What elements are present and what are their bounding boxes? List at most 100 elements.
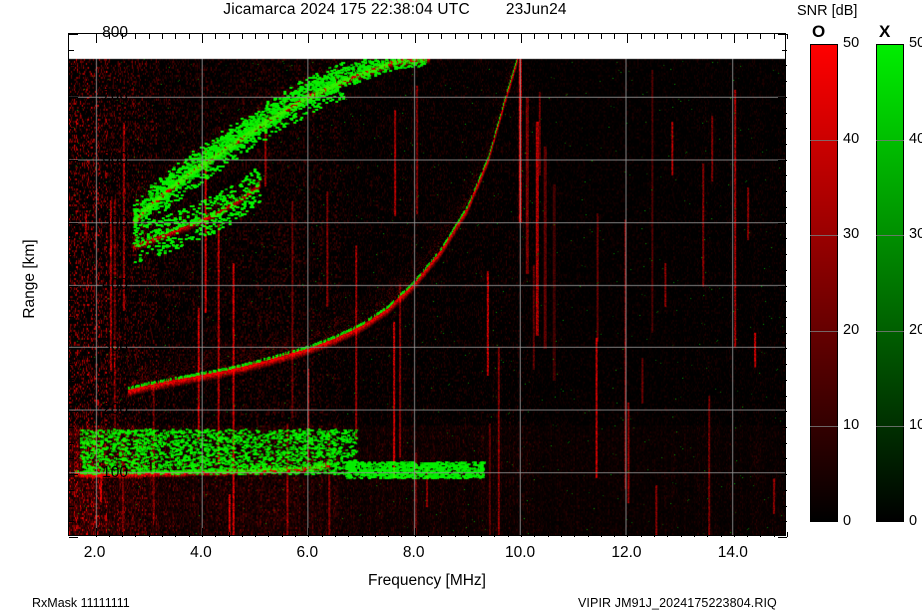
colorbar-tick-mark xyxy=(876,330,904,332)
x-tick-bottom xyxy=(521,528,523,537)
x-tick-bottom xyxy=(534,532,536,537)
x-tick-bottom xyxy=(787,532,788,537)
y-tick-right xyxy=(782,191,787,193)
y-tick-right xyxy=(782,521,787,523)
plot-title: Jicamarca 2024 175 22:38:04 UTC 23Jun24 xyxy=(0,1,790,23)
colorbar-tick-label: 40 xyxy=(909,130,922,147)
x-tick-top xyxy=(135,34,137,39)
colorbar-tick-label: 50 xyxy=(909,35,922,51)
y-tick-left xyxy=(69,34,78,35)
colorbar-tick-label: 0 xyxy=(843,513,852,529)
y-tick-left xyxy=(69,191,74,193)
x-tick-bottom xyxy=(547,532,549,537)
colorbar-tick-label: 40 xyxy=(843,130,860,147)
x-tick-bottom xyxy=(454,532,456,537)
y-tick-left xyxy=(69,144,74,146)
x-tick-bottom xyxy=(268,532,270,537)
x-tick-top xyxy=(308,34,310,43)
y-tick-right xyxy=(782,65,787,67)
x-tick-label: 8.0 xyxy=(402,544,425,561)
colorbar-tick-mark xyxy=(810,139,838,141)
y-tick-left xyxy=(69,537,78,538)
colorbar-x-letter: X xyxy=(879,22,891,41)
x-tick-top xyxy=(481,34,483,39)
x-tick-bottom xyxy=(295,532,297,537)
x-tick-top xyxy=(560,34,562,39)
x-tick-bottom xyxy=(507,532,509,537)
y-tick-left xyxy=(69,316,74,318)
y-tick-left xyxy=(69,96,78,98)
x-tick-label: 10.0 xyxy=(504,544,536,561)
y-tick-right xyxy=(782,254,787,256)
y-tick-label: 400 xyxy=(102,275,128,293)
x-tick-bottom xyxy=(733,528,735,537)
y-tick-left xyxy=(69,474,78,476)
y-tick-label: 600 xyxy=(102,149,128,167)
colorbar-tick-label: 20 xyxy=(909,321,922,338)
ionogram-plot-area[interactable] xyxy=(68,33,788,538)
x-tick-top xyxy=(428,34,429,39)
y-tick-left xyxy=(69,458,74,460)
colorbar-tick-label: 0 xyxy=(909,513,918,529)
x-tick-bottom xyxy=(747,532,749,537)
x-tick-top xyxy=(494,34,496,39)
y-tick-right xyxy=(782,144,787,146)
x-tick-top xyxy=(228,34,230,39)
x-tick-bottom xyxy=(308,528,310,537)
title-date-short: 23Jun24 xyxy=(505,1,567,18)
y-tick-right xyxy=(778,474,787,476)
x-tick-top xyxy=(388,34,390,39)
y-axis-title: Range [km] xyxy=(21,239,38,319)
x-tick-label: 2.0 xyxy=(83,544,106,561)
x-tick-top xyxy=(215,34,217,39)
y-tick-left xyxy=(69,426,74,428)
x-tick-top xyxy=(201,34,203,43)
x-tick-top xyxy=(374,34,376,39)
colorbar-tick-label: 30 xyxy=(909,226,922,243)
y-tick-label: 100 xyxy=(102,464,128,482)
file-id-label: VIPIR JM91J_2024175223804.RIQ xyxy=(578,596,777,610)
x-tick-bottom xyxy=(334,532,336,537)
y-tick-left xyxy=(69,65,74,67)
x-tick-top xyxy=(747,34,749,39)
x-tick-top xyxy=(441,34,443,39)
y-tick-left xyxy=(69,442,74,444)
colorbar-o-letter: O xyxy=(812,22,826,41)
y-tick-right xyxy=(782,128,787,130)
colorbar-o-gradient[interactable] xyxy=(810,44,838,522)
y-tick-left xyxy=(69,395,74,397)
x-tick-bottom xyxy=(321,532,323,537)
y-tick-right xyxy=(782,316,787,318)
x-tick-bottom xyxy=(401,532,403,537)
x-tick-bottom xyxy=(654,532,656,537)
x-tick-top xyxy=(334,34,336,39)
colorbar-x-gradient[interactable] xyxy=(876,44,904,522)
y-tick-left xyxy=(69,505,74,507)
x-tick-bottom xyxy=(201,528,203,537)
x-tick-top xyxy=(693,34,695,39)
x-tick-top xyxy=(707,34,709,39)
x-tick-bottom xyxy=(255,532,257,537)
x-tick-top xyxy=(268,34,270,39)
x-tick-top xyxy=(760,34,762,39)
x-tick-top xyxy=(401,34,403,39)
colorbar-tick-label: 30 xyxy=(843,226,860,243)
x-tick-top xyxy=(680,34,682,39)
colorbar-tick-label: 50 xyxy=(843,35,860,51)
colorbar-tick-mark xyxy=(810,426,838,428)
y-tick-right xyxy=(782,112,787,114)
ionogram-data-image xyxy=(69,34,785,535)
x-tick-top xyxy=(787,34,788,39)
x-tick-top xyxy=(654,34,656,39)
colorbar-tick-mark xyxy=(876,426,904,428)
y-tick-label: 300 xyxy=(102,338,128,356)
x-tick-top xyxy=(454,34,456,39)
x-tick-top xyxy=(188,34,190,39)
x-tick-label: 6.0 xyxy=(296,544,319,561)
x-tick-bottom xyxy=(241,532,243,537)
y-tick-right xyxy=(782,489,787,491)
x-tick-bottom xyxy=(414,528,416,537)
x-tick-bottom xyxy=(600,532,602,537)
y-tick-left xyxy=(69,222,78,224)
x-tick-top xyxy=(547,34,549,39)
